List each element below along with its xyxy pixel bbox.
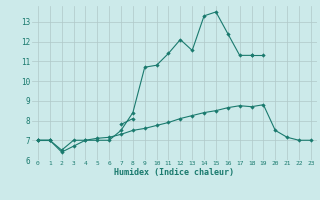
X-axis label: Humidex (Indice chaleur): Humidex (Indice chaleur) — [115, 168, 234, 177]
